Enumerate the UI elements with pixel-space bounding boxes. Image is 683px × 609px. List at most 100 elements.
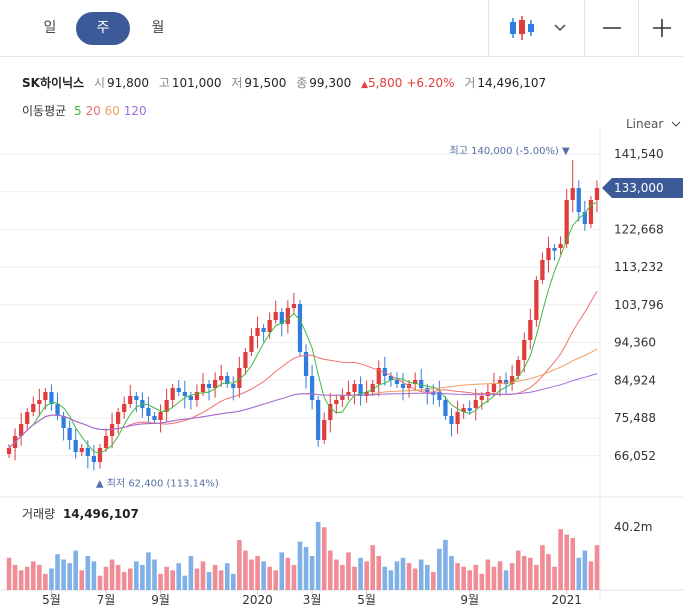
candle-body xyxy=(176,388,181,392)
candle-body xyxy=(576,188,581,212)
candle-body xyxy=(116,412,121,424)
candle-body xyxy=(316,400,321,440)
volume-bar xyxy=(55,554,60,590)
tab-month[interactable]: 월 xyxy=(151,20,165,36)
candle-body xyxy=(158,412,163,420)
volume-bar xyxy=(449,555,454,590)
volume-axis-value: 14,496,107 xyxy=(62,507,139,521)
y-tick-label: 113,232 xyxy=(614,260,664,274)
candle-body xyxy=(443,400,448,416)
volume-bar xyxy=(18,570,24,590)
candle-body xyxy=(528,320,533,340)
candle-body xyxy=(558,244,563,248)
ma-60: 60 xyxy=(104,104,120,118)
zoom-in-button[interactable] xyxy=(638,0,683,56)
x-tick-label: 9월 xyxy=(151,593,170,607)
scale-selector[interactable]: Linear xyxy=(626,117,681,131)
volume-bar xyxy=(315,521,321,590)
y-tick-label: 66,052 xyxy=(614,449,656,463)
min-price-annotation: ▲ 최저 62,400 (113.14%) xyxy=(96,477,219,489)
candle-body xyxy=(370,384,375,392)
candle-body xyxy=(570,188,575,200)
volume-bar xyxy=(291,564,297,590)
volume-bar xyxy=(352,566,357,590)
candle-body xyxy=(297,304,303,352)
chevron-down-icon[interactable] xyxy=(553,23,567,33)
candle-body xyxy=(522,340,527,360)
candle-body xyxy=(237,368,242,388)
volume-bar xyxy=(558,529,563,590)
candle-body xyxy=(109,424,115,436)
moving-average-line-60 xyxy=(8,348,598,449)
candle-body xyxy=(394,380,400,384)
volume-bar xyxy=(327,550,333,590)
candle-body xyxy=(231,384,236,388)
volume-bar xyxy=(515,550,521,590)
volume-bar xyxy=(503,570,509,590)
candle-body xyxy=(279,312,284,324)
volume-bar xyxy=(37,564,42,590)
tab-week[interactable]: 주 xyxy=(76,12,130,45)
candle-body xyxy=(503,380,509,384)
volume-bar xyxy=(388,570,394,590)
moving-average-line-5 xyxy=(8,201,598,454)
volume-bar xyxy=(497,561,503,590)
volume-bar xyxy=(249,559,254,590)
minus-icon xyxy=(603,27,621,29)
candle-body xyxy=(200,384,206,392)
volume-bar xyxy=(376,555,382,590)
candle-body xyxy=(352,384,357,392)
volume-bar xyxy=(370,545,376,590)
volume-bar xyxy=(334,559,339,590)
volume-bar xyxy=(394,561,400,590)
x-tick-label: 5월 xyxy=(357,593,376,607)
volume-bar xyxy=(24,566,30,590)
candle-body xyxy=(425,388,430,392)
volume-bar xyxy=(382,566,388,590)
volume-bar xyxy=(146,552,151,590)
volume-bar xyxy=(527,557,533,590)
candle-body xyxy=(79,448,84,452)
x-tick-label: 3월 xyxy=(303,593,322,607)
candle-body xyxy=(31,404,36,412)
volume-bar xyxy=(443,539,448,590)
zoom-out-button[interactable] xyxy=(584,0,639,56)
volume-bar xyxy=(400,557,406,590)
candle-body xyxy=(67,428,72,440)
volume-bar xyxy=(182,575,188,590)
volume-bar xyxy=(261,561,266,590)
candle-body xyxy=(346,392,351,396)
candle-body xyxy=(225,376,230,384)
candle-body xyxy=(491,384,497,392)
volume-bar xyxy=(79,570,85,590)
volume-tick-label: 40.2m xyxy=(614,520,652,534)
volume-bar xyxy=(49,568,54,590)
volume-bar xyxy=(170,570,175,590)
candle-body xyxy=(334,400,339,404)
volume-bar xyxy=(206,572,212,590)
candle-body xyxy=(303,352,309,376)
volume-bar xyxy=(455,563,460,590)
volume-bar xyxy=(267,566,272,590)
tab-day[interactable]: 일 xyxy=(43,20,57,36)
candle-body xyxy=(19,424,24,436)
candle-body xyxy=(206,384,212,388)
volume-bar xyxy=(406,563,412,590)
candle-body xyxy=(25,412,30,424)
change-arrow: ▲ xyxy=(361,80,368,90)
candle-body xyxy=(261,328,266,332)
candle-body xyxy=(194,392,200,400)
volume-bar xyxy=(594,545,600,590)
low-value: 91,500 xyxy=(244,76,287,90)
volume-panel-label: 거래량 14,496,107 xyxy=(22,505,139,522)
volume-label: 거 xyxy=(464,76,476,90)
volume-bar xyxy=(30,561,36,590)
volume-bar xyxy=(588,561,594,590)
candle-body xyxy=(473,400,478,408)
chart-type-button[interactable] xyxy=(488,0,585,56)
candle-body xyxy=(170,388,175,400)
candle-body xyxy=(322,420,327,440)
moving-average-legend[interactable]: 이동평균 5 20 60 120 xyxy=(22,102,147,119)
volume-bar xyxy=(73,550,79,590)
